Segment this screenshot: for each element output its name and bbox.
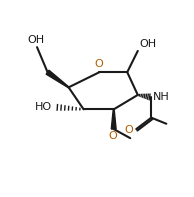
Text: O: O (125, 125, 133, 135)
Polygon shape (46, 70, 69, 88)
Polygon shape (111, 109, 116, 129)
Text: NH: NH (152, 92, 169, 102)
Text: OH: OH (28, 35, 45, 45)
Text: O: O (109, 131, 117, 141)
Text: O: O (94, 59, 103, 70)
Text: HO: HO (35, 102, 52, 112)
Text: OH: OH (139, 39, 157, 49)
